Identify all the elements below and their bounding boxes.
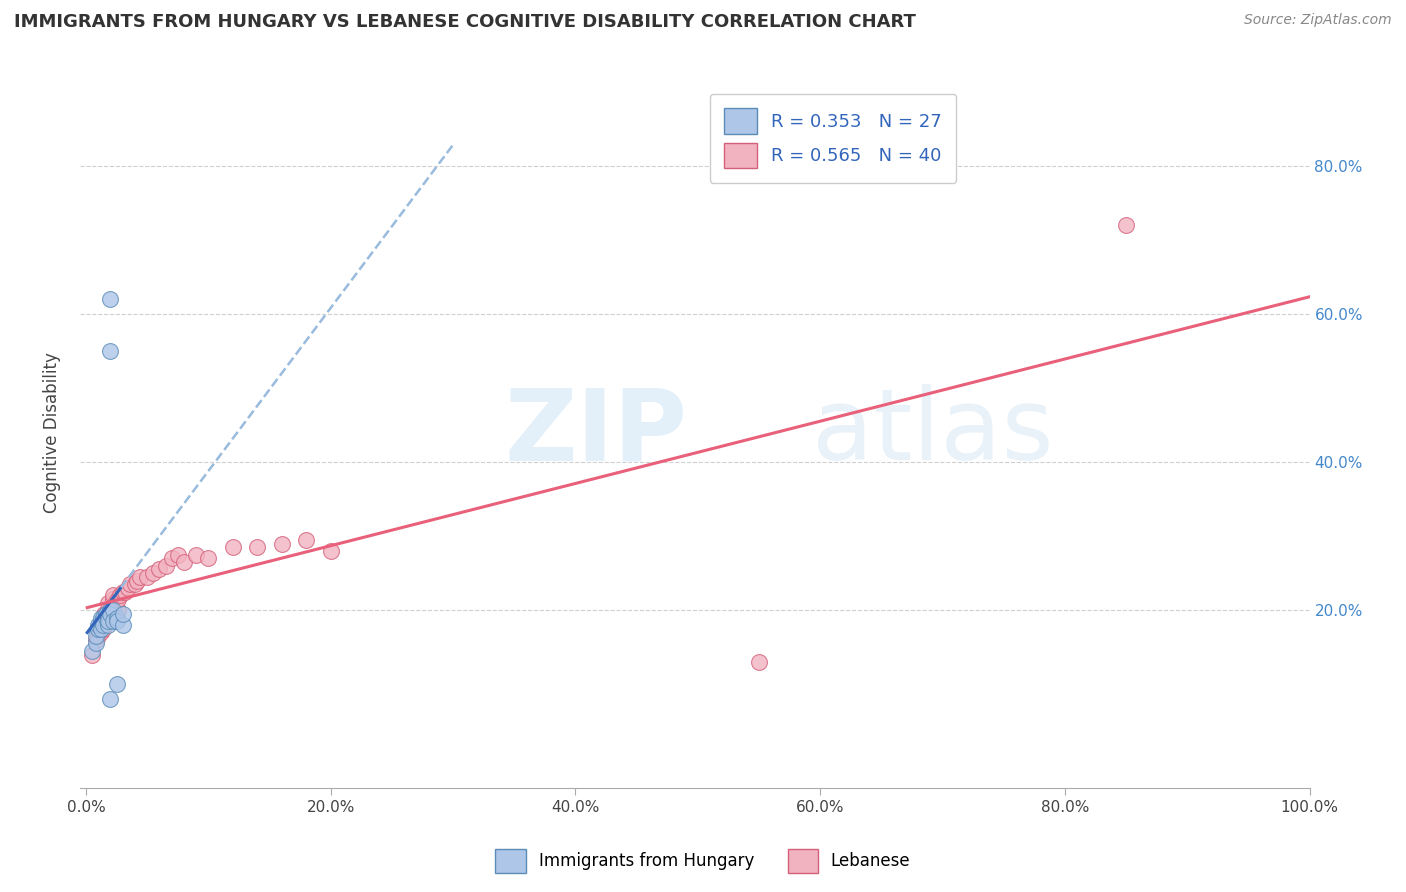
Point [114, 584, 136, 599]
Point [101, 603, 124, 617]
Point [82, 644, 104, 658]
Point [100, 344, 122, 359]
Point [748, 655, 770, 669]
Point [94, 607, 117, 621]
Point [117, 581, 139, 595]
Point [90, 610, 112, 624]
Point [87, 618, 110, 632]
Point [97, 610, 120, 624]
Point [100, 603, 122, 617]
Point [90, 622, 112, 636]
Point [1115, 219, 1137, 233]
Point [87, 622, 110, 636]
Point [105, 614, 128, 628]
Point [246, 541, 269, 555]
Point [101, 592, 124, 607]
Text: Source: ZipAtlas.com: Source: ZipAtlas.com [1244, 13, 1392, 28]
Point [97, 618, 120, 632]
Point [84, 632, 107, 647]
Point [90, 625, 112, 640]
Point [100, 293, 122, 307]
Point [91, 610, 114, 624]
Text: atlas: atlas [811, 384, 1053, 481]
Point [160, 551, 183, 566]
Point [101, 614, 124, 628]
Point [101, 588, 124, 602]
Point [222, 541, 245, 555]
Point [104, 596, 127, 610]
Point [87, 622, 110, 636]
Point [148, 562, 170, 576]
Point [97, 614, 120, 628]
Point [105, 677, 128, 691]
Point [136, 570, 159, 584]
Point [110, 588, 132, 602]
Point [319, 544, 342, 558]
Point [155, 558, 177, 573]
Point [91, 618, 114, 632]
Y-axis label: Cognitive Disability: Cognitive Disability [44, 352, 60, 513]
Point [91, 622, 114, 636]
Point [107, 603, 129, 617]
Point [111, 584, 134, 599]
Text: ZIP: ZIP [505, 384, 688, 481]
Point [100, 603, 122, 617]
Point [128, 570, 150, 584]
Point [82, 648, 104, 662]
Point [94, 607, 117, 621]
Legend: Immigrants from Hungary, Lebanese: Immigrants from Hungary, Lebanese [489, 842, 917, 880]
Point [111, 607, 134, 621]
Point [94, 610, 117, 624]
Point [105, 610, 128, 624]
Point [124, 577, 146, 591]
Point [100, 692, 122, 706]
Point [87, 629, 110, 643]
Point [127, 574, 149, 588]
Point [107, 592, 129, 607]
Point [184, 548, 207, 562]
Point [97, 603, 120, 617]
Point [166, 548, 188, 562]
Point [100, 607, 122, 621]
Text: IMMIGRANTS FROM HUNGARY VS LEBANESE COGNITIVE DISABILITY CORRELATION CHART: IMMIGRANTS FROM HUNGARY VS LEBANESE COGN… [14, 13, 915, 31]
Point [84, 636, 107, 650]
Point [270, 536, 292, 550]
Point [97, 596, 120, 610]
Legend: R = 0.353   N = 27, R = 0.565   N = 40: R = 0.353 N = 27, R = 0.565 N = 40 [710, 94, 956, 183]
Point [295, 533, 318, 547]
Point [197, 551, 219, 566]
Point [111, 618, 134, 632]
Point [93, 607, 115, 621]
Point [173, 555, 195, 569]
Point [84, 629, 107, 643]
Point [118, 577, 141, 591]
Point [142, 566, 165, 581]
Point [90, 614, 112, 628]
